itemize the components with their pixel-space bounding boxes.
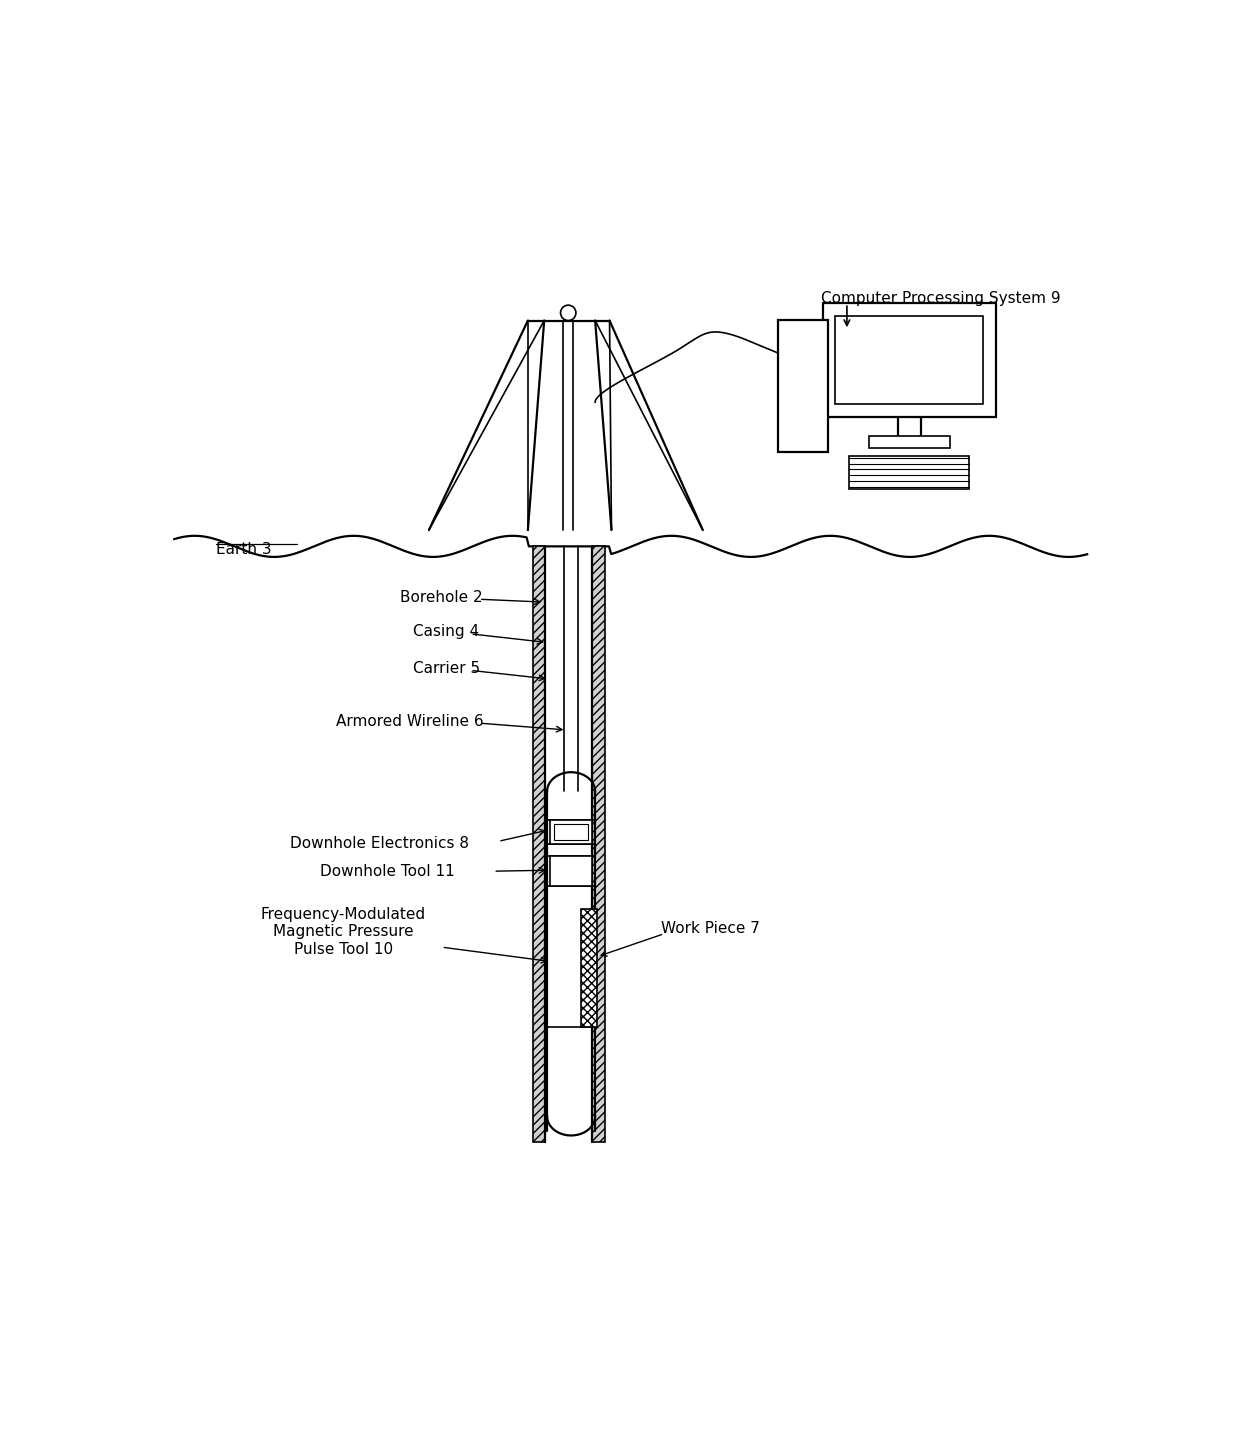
Text: Earth 3: Earth 3 [216,542,272,556]
Text: Downhole Tool 11: Downhole Tool 11 [320,863,455,879]
Bar [593,546,605,1142]
Bar [785,372,821,381]
Bar [777,320,828,452]
Text: Armored Wireline 6: Armored Wireline 6 [336,713,484,729]
Bar [823,304,996,417]
Bar [849,456,970,488]
Text: Carrier 5: Carrier 5 [413,661,480,676]
Text: Casing 4: Casing 4 [413,625,479,639]
Text: Work Piece 7: Work Piece 7 [661,921,760,936]
Bar [554,824,589,840]
Text: Computer Processing System 9: Computer Processing System 9 [821,291,1060,307]
Bar [580,908,596,1027]
Bar [785,357,821,366]
Bar [533,546,546,1142]
Bar [836,315,983,404]
Text: Borehole 2: Borehole 2 [401,590,482,604]
Text: Downhole Electronics 8: Downhole Electronics 8 [290,835,469,851]
Bar [868,436,950,449]
Bar [551,821,593,844]
Text: Frequency-Modulated
Magnetic Pressure
Pulse Tool 10: Frequency-Modulated Magnetic Pressure Pu… [260,907,425,956]
Bar [551,856,593,885]
